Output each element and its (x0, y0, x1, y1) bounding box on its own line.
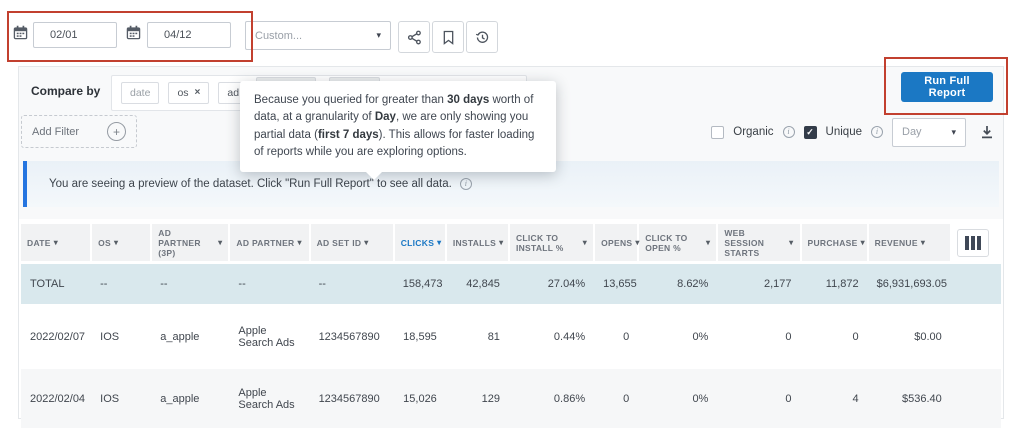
caret-down-icon: ▾ (297, 238, 302, 247)
date-range-preset-select[interactable]: Custom... ▾ (245, 21, 391, 50)
unique-label: Unique (825, 126, 862, 138)
download-icon (979, 124, 995, 140)
table-row: 2022/02/04 IOS a_apple Apple Search Ads … (21, 369, 1001, 428)
history-icon (475, 30, 490, 45)
caret-down-icon: ▾ (499, 238, 504, 247)
unique-checkbox[interactable]: ✓ (803, 125, 817, 139)
caret-down-icon: ▾ (920, 238, 926, 247)
preview-banner-text: You are seeing a preview of the dataset.… (49, 178, 452, 190)
history-button[interactable] (466, 21, 498, 53)
share-icon (407, 30, 422, 45)
column-header-ad-partner[interactable]: AD PARTNER ▾ (229, 224, 310, 261)
caret-down-icon: ▾ (582, 238, 588, 247)
query-limit-tooltip: Because you queried for greater than 30 … (240, 81, 556, 180)
caret-down-icon: ▾ (364, 238, 369, 247)
info-icon[interactable]: i (782, 126, 795, 138)
column-header-click-to-open[interactable]: CLICK TO OPEN % ▾ (638, 224, 718, 261)
column-header-purchase[interactable]: PURCHASE ▾ (800, 224, 868, 261)
caret-down-icon: ▾ (951, 126, 956, 137)
date-range-preset-value: Custom... (255, 29, 303, 42)
column-header-date[interactable]: DATE ▾ (21, 224, 92, 261)
column-picker-cell (950, 224, 1001, 261)
bookmark-icon (442, 30, 455, 45)
caret-down-icon: ▾ (437, 238, 442, 247)
check-icon: ✓ (806, 126, 814, 137)
date-from-input[interactable] (33, 22, 117, 48)
column-header-os[interactable]: OS ▾ (91, 224, 152, 261)
organic-label: Organic (733, 126, 774, 138)
organic-checkbox[interactable] (711, 125, 725, 139)
column-header-web-session-starts[interactable]: WEB SESSION STARTS ▾ (717, 224, 801, 261)
bookmark-button[interactable] (432, 21, 464, 53)
report-table: DATE ▾ OS ▾ AD PARTNER (3P) ▾ AD PARTNER ▾ A… (21, 221, 1001, 431)
display-options: Organic i ✓ Unique i Day ▾ (711, 117, 999, 147)
caret-down-icon: ▾ (706, 238, 711, 247)
columns-icon[interactable] (956, 228, 989, 257)
run-full-report-button[interactable]: Run Full Report (901, 72, 993, 102)
tooltip-arrow (366, 172, 382, 180)
date-to-input[interactable] (147, 22, 231, 48)
column-header-ad-set-id[interactable]: AD SET ID ▾ (309, 224, 394, 261)
table-row: 2022/02/07 IOS a_apple Apple Search Ads … (30, 324, 942, 349)
caret-down-icon: ▾ (860, 238, 865, 247)
column-header-clicks[interactable]: CLICKS ▾ (393, 224, 446, 261)
calendar-icon (13, 25, 28, 40)
caret-down-icon: ▾ (218, 238, 223, 247)
info-icon[interactable]: i (459, 178, 472, 190)
plus-icon: + (107, 122, 126, 141)
calendar-icon (126, 25, 141, 40)
column-header-ad-partner-3p[interactable]: AD PARTNER (3P) ▾ (151, 224, 230, 261)
info-icon[interactable]: i (871, 126, 883, 138)
remove-tag-icon[interactable]: × (194, 87, 201, 98)
caret-down-icon: ▾ (114, 238, 119, 247)
table-row-total: TOTAL -- -- -- -- 158,473 42,845 27.04% … (21, 264, 1001, 304)
column-header-opens[interactable]: OPENS ▾ (594, 224, 640, 261)
caret-down-icon: ▾ (53, 238, 59, 247)
add-filter-button[interactable]: Add Filter + (21, 115, 137, 148)
compare-tag-date[interactable]: date (121, 82, 160, 104)
table-header-row: DATE ▾ OS ▾ AD PARTNER (3P) ▾ AD PARTNER ▾ A… (21, 224, 1001, 261)
caret-down-icon: ▾ (789, 238, 794, 247)
granularity-select[interactable]: Day ▾ (892, 117, 966, 147)
column-header-installs[interactable]: INSTALLS ▾ (445, 224, 509, 261)
granularity-value: Day (902, 126, 922, 138)
column-header-click-to-install[interactable]: CLICK TO INSTALL % ▾ (508, 224, 595, 261)
compare-by-label: Compare by (31, 84, 101, 98)
download-button[interactable] (975, 120, 999, 144)
share-button[interactable] (398, 21, 430, 53)
caret-down-icon: ▾ (376, 30, 381, 40)
compare-tag-os[interactable]: os × (168, 82, 210, 104)
column-header-revenue[interactable]: REVENUE ▾ (867, 224, 951, 261)
caret-down-icon: ▾ (635, 238, 640, 247)
